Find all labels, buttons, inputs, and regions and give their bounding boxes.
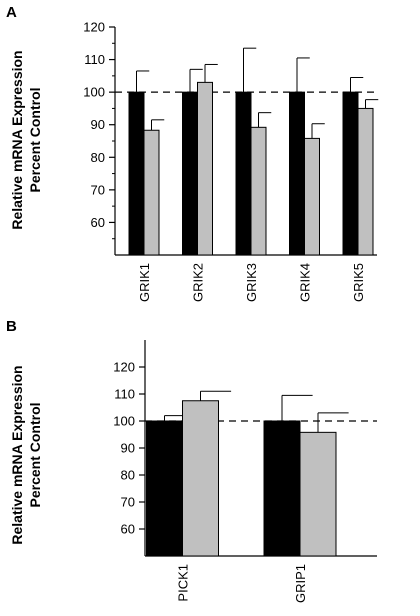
panel-b-ylabel-line1: Relative mRNA Expression <box>9 365 25 544</box>
bar <box>146 420 183 557</box>
bar <box>357 107 374 256</box>
bar <box>128 91 145 256</box>
category-label: PICK1 <box>176 564 191 602</box>
bar <box>182 91 198 256</box>
y-tick-label: 80 <box>91 150 105 165</box>
panel-a-ylabel-line1: Relative mRNA Expression <box>9 50 25 229</box>
panel-b-plot: 60 70 80 90 100 110 120 PICK1 GRIP1 <box>113 340 377 603</box>
bar <box>289 91 305 256</box>
y-tick-label: 90 <box>121 441 135 456</box>
y-tick-label: 60 <box>121 522 135 537</box>
bar <box>182 400 219 557</box>
panel-b-letter: B <box>6 318 17 335</box>
panel-a-letter: A <box>6 4 17 21</box>
category-label: GRIK5 <box>351 263 366 302</box>
bar <box>299 431 337 557</box>
panel-a-plot: 60 70 80 90 100 110 120 GRIK1 GRIK2 GRIK3 GRIK4 GRI… <box>83 20 379 302</box>
y-tick-label: 70 <box>91 182 105 197</box>
y-tick-label: 100 <box>113 414 135 429</box>
y-tick-label: 110 <box>84 52 105 67</box>
bar <box>250 126 267 256</box>
y-tick-label: 60 <box>91 215 105 230</box>
panel-b: B Relative mRNA Expression Percent Contr… <box>6 318 377 603</box>
bar <box>304 137 320 256</box>
bar <box>143 129 160 256</box>
category-label: GRIK1 <box>137 263 152 302</box>
category-label: GRIK4 <box>298 263 313 302</box>
y-tick-label: 110 <box>114 387 135 402</box>
y-tick-label: 70 <box>121 495 135 510</box>
y-tick-label: 120 <box>83 20 105 35</box>
y-tick-label: 90 <box>91 117 105 132</box>
panel-b-ylabel-line2: Percent Control <box>27 402 43 507</box>
bar <box>342 91 359 256</box>
bar <box>235 91 252 256</box>
panel-a: A Relative mRNA Expression Percent Contr… <box>6 4 379 302</box>
panel-a-ylabel-line2: Percent Control <box>27 87 43 192</box>
bar <box>263 420 301 557</box>
bar <box>197 81 213 256</box>
category-label: GRIK2 <box>191 263 206 302</box>
category-label: GRIK3 <box>244 263 259 302</box>
y-tick-label: 80 <box>121 468 135 483</box>
y-tick-label: 100 <box>83 85 105 100</box>
category-label: GRIP1 <box>293 564 308 603</box>
y-tick-label: 120 <box>113 360 135 375</box>
